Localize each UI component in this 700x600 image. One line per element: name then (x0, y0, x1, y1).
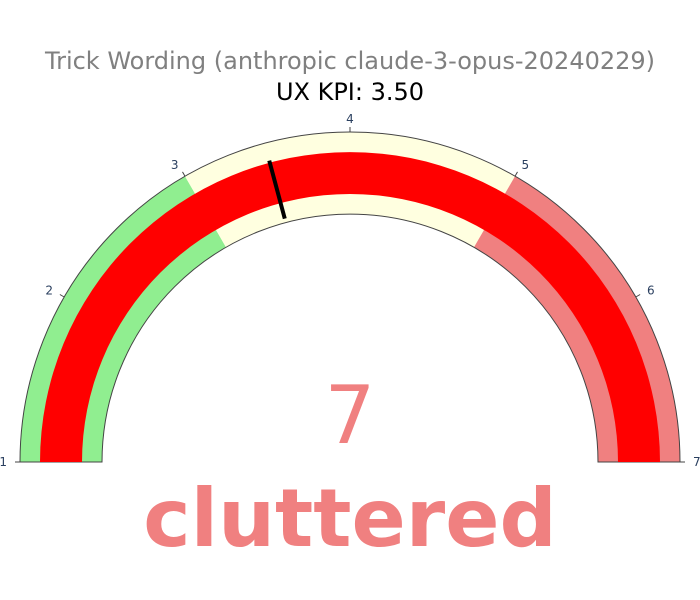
chart-subtitle: UX KPI: 3.50 (276, 78, 424, 106)
gauge-tick-label: 6 (647, 284, 655, 298)
gauge-tick-label: 7 (693, 455, 700, 469)
gauge-tick-label: 3 (171, 158, 179, 172)
gauge-threshold-layer (267, 160, 287, 220)
gauge-tick-label: 5 (522, 158, 530, 172)
gauge-tick-mark (59, 294, 65, 298)
gauge-threshold-marker (267, 160, 287, 220)
gauge-tick-label: 4 (346, 112, 354, 126)
chart-title: Trick Wording (anthropic claude-3-opus-2… (44, 47, 655, 75)
gauge-value-bar-layer (40, 152, 660, 462)
gauge-value-bar (40, 152, 660, 462)
gauge-tick-mark (635, 294, 641, 298)
gauge-outline (19, 131, 681, 463)
gauge-ticks: 1 2 3 4 5 6 7 (0, 112, 700, 469)
gauge-value-label: cluttered (143, 472, 557, 565)
gauge-tick-mark (514, 171, 518, 177)
gauge-tick-label: 2 (45, 284, 53, 298)
gauge-tick-label: 1 (0, 455, 7, 469)
gauge-tick-mark (182, 171, 186, 177)
gauge-value-number: 7 (325, 369, 376, 462)
